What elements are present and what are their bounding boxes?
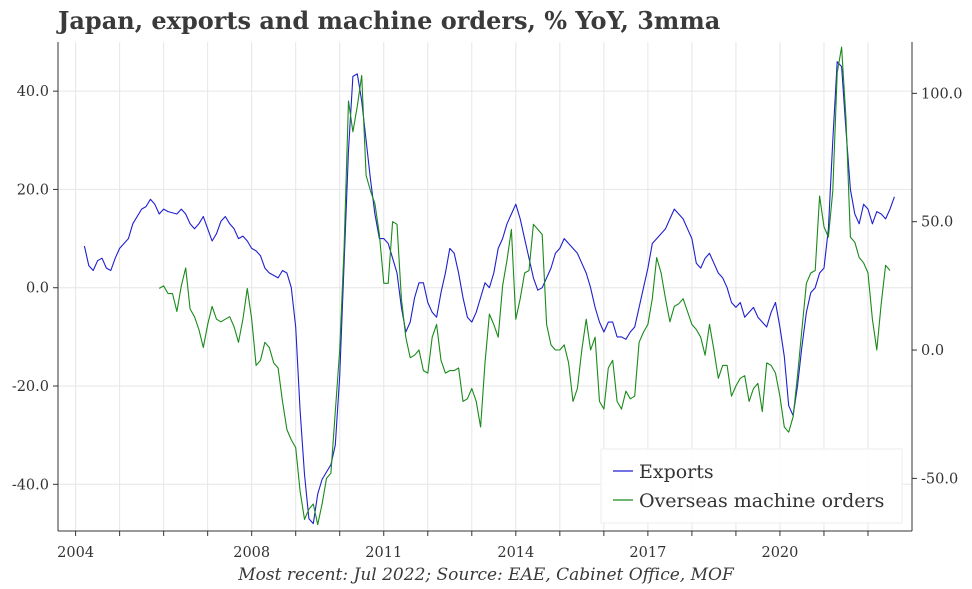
legend-box xyxy=(600,448,903,524)
x-tick-label: 2008 xyxy=(233,545,270,561)
x-tick-label: 2014 xyxy=(497,545,534,561)
y-right-tick-label: 0.0 xyxy=(921,343,944,359)
y-right-tick-label: 50.0 xyxy=(921,215,953,231)
y-left-tick-label: 40.0 xyxy=(17,84,49,100)
y-right-tick-label: 100.0 xyxy=(921,86,963,102)
x-tick-label: 2017 xyxy=(629,545,666,561)
chart-title: Japan, exports and machine orders, % YoY… xyxy=(58,6,721,35)
y-right-tick-label: -50.0 xyxy=(921,471,958,487)
y-left-tick-label: -40.0 xyxy=(12,477,49,493)
x-tick-label: 2011 xyxy=(365,545,402,561)
legend: Exports Overseas machine orders xyxy=(600,448,903,524)
x-tick-label: 2020 xyxy=(761,545,798,561)
series-lines xyxy=(83,46,895,526)
chart-source-note: Most recent: Jul 2022; Source: EAE, Cabi… xyxy=(238,565,734,585)
y-left-tick-label: -20.0 xyxy=(12,379,49,395)
x-tick-label: 2004 xyxy=(57,545,94,561)
axes: 2004 2008 2011 2014 2017 2020 40.0 20.0 0.0 -20.0… xyxy=(12,42,963,561)
machine-orders-line xyxy=(158,46,891,526)
legend-entry: Overseas machine orders xyxy=(639,490,884,512)
exports-line xyxy=(83,61,895,525)
y-left-tick-label: 20.0 xyxy=(17,182,49,198)
y-left-tick-label: 0.0 xyxy=(26,281,49,297)
legend-entry: Exports xyxy=(639,461,714,483)
gridlines xyxy=(58,42,912,531)
